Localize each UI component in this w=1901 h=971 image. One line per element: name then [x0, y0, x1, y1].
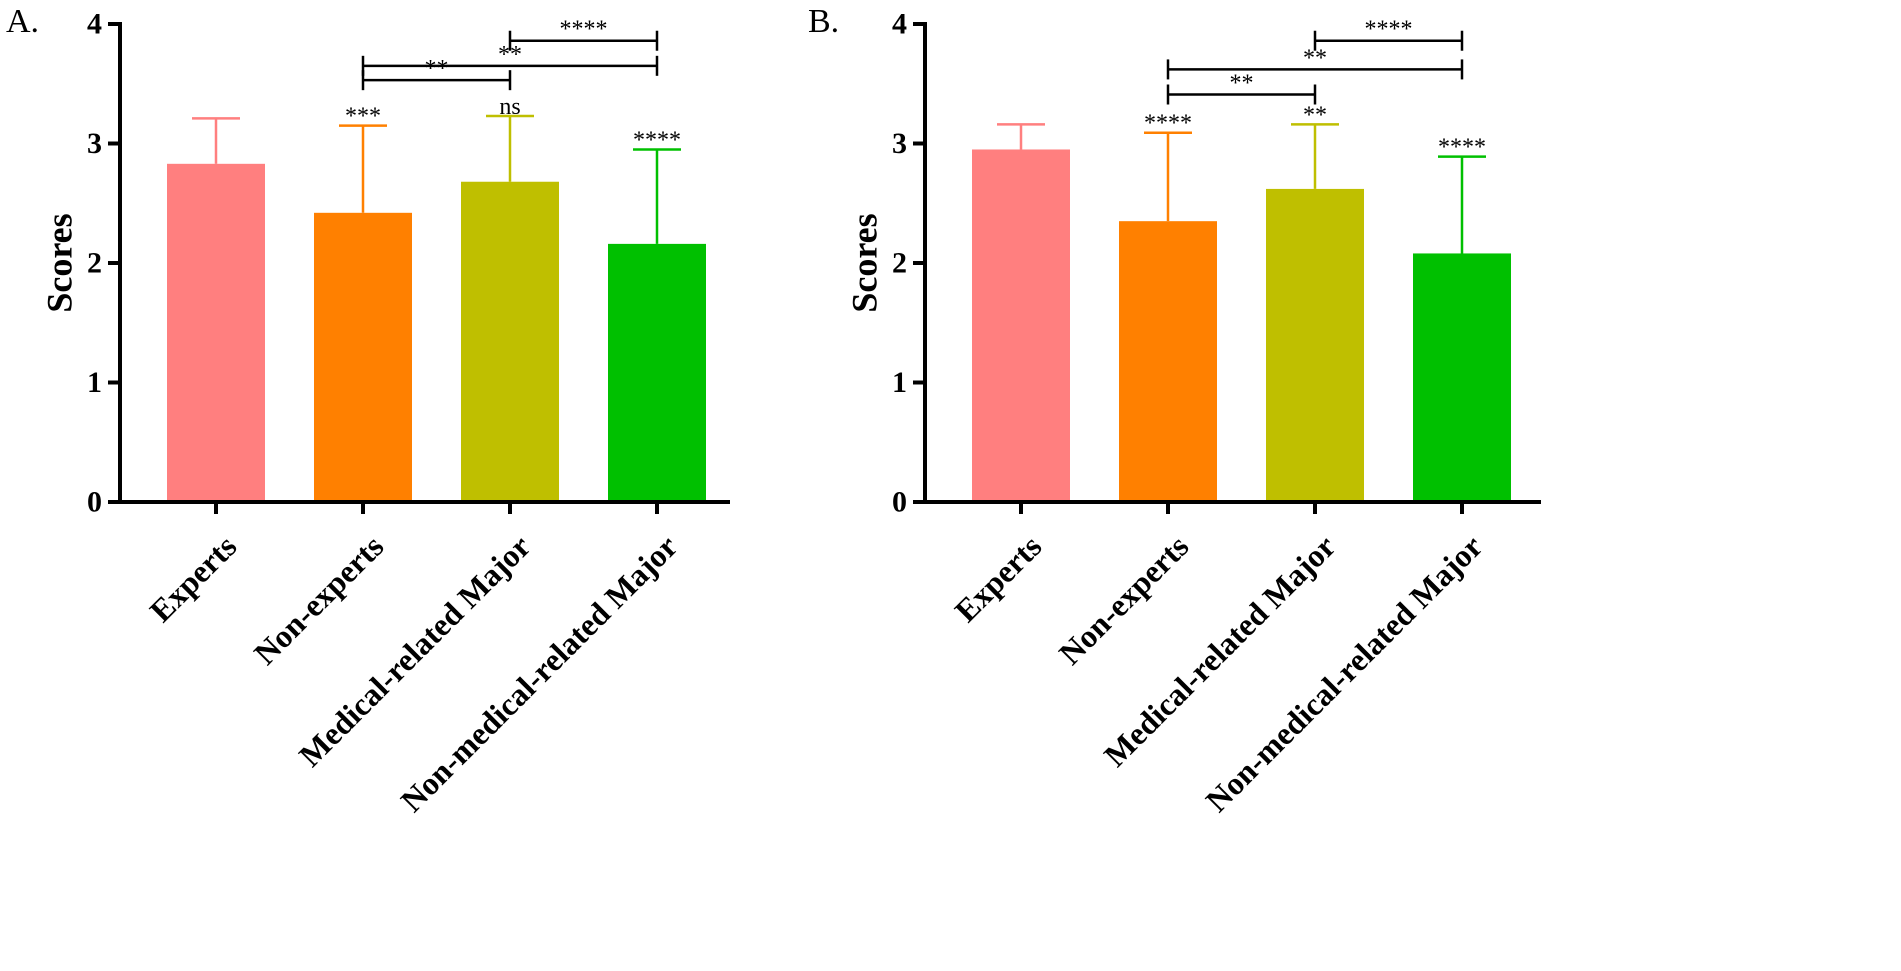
- significance-label: ****: [633, 127, 681, 153]
- x-tick-label: Non-medical-related Major: [394, 528, 685, 819]
- bar: [314, 212, 412, 502]
- y-tick-label: 2: [87, 247, 102, 280]
- significance-label: ****: [1438, 135, 1486, 161]
- comparison-label: **: [1230, 71, 1254, 97]
- significance-label: **: [1303, 102, 1327, 128]
- bar: [1119, 221, 1217, 503]
- x-tick-label: Experts: [142, 528, 243, 629]
- y-tick-label: 4: [87, 8, 102, 41]
- y-tick-label: 4: [892, 8, 907, 41]
- comparison-label: **: [425, 56, 449, 82]
- y-tick-label: 2: [892, 247, 907, 280]
- significance-label: ***: [345, 104, 381, 130]
- panel-label: A.: [6, 3, 39, 40]
- comparison-label: ****: [1365, 17, 1413, 43]
- bar: [461, 181, 559, 503]
- y-tick-label: 3: [87, 127, 102, 160]
- comparison-label: ****: [560, 17, 608, 43]
- y-tick-label: 1: [892, 366, 907, 399]
- x-tick-label: Non-medical-related Major: [1199, 528, 1490, 819]
- x-tick-label: Non-experts: [1052, 528, 1196, 672]
- y-tick-label: 3: [892, 127, 907, 160]
- bar: [608, 243, 706, 502]
- panel-label: B.: [808, 3, 839, 40]
- x-tick-label: Experts: [947, 528, 1048, 629]
- panel-a: A. Scores *** ns **** 0 1 2 3 4 Experts Non-experts…: [6, 3, 730, 819]
- bar: [1266, 188, 1364, 502]
- y-axis-label: Scores: [844, 213, 884, 312]
- bar: [972, 149, 1070, 502]
- y-axis-label: Scores: [39, 213, 79, 312]
- x-tick-label: Non-experts: [247, 528, 391, 672]
- y-tick-label: 0: [892, 486, 907, 519]
- bar: [167, 163, 265, 502]
- bar: [1413, 253, 1511, 502]
- y-tick-label: 1: [87, 366, 102, 399]
- significance-label: ****: [1144, 111, 1192, 137]
- y-tick-label: 0: [87, 486, 102, 519]
- significance-label: ns: [499, 94, 520, 120]
